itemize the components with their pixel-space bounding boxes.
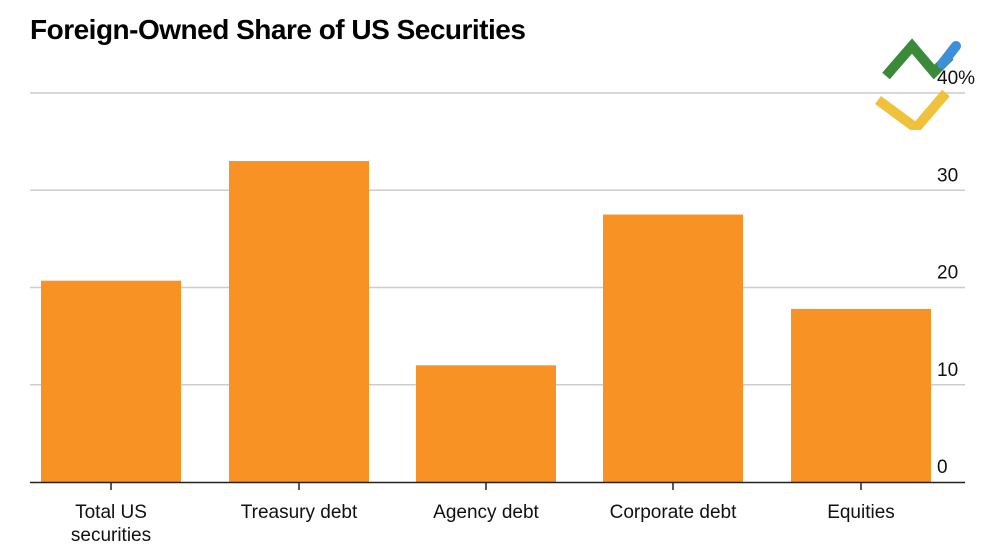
y-tick-label-30: 30 [937,165,958,186]
y-tick-label-20: 20 [937,263,958,284]
chart-title: Foreign-Owned Share of US Securities [30,14,526,45]
brand-logo-icon [875,38,961,130]
bar-2 [416,365,556,482]
bar-1 [229,161,369,482]
x-tick-label-1: Treasury debt [241,502,358,523]
y-tick-label-40: 40% [937,68,975,89]
y-tick-label-10: 10 [937,360,958,381]
bar-0 [41,280,181,482]
logo-yellow-chevron [875,89,950,130]
y-axis-ticks: 0 10 20 30 40% [937,68,975,478]
bars [41,161,931,482]
logo-blue-stroke [937,41,961,69]
y-tick-label-0: 0 [937,457,948,478]
x-tick-label-2: Agency debt [433,502,539,523]
x-axis-labels: Total US securities Treasury debt Agency de… [71,502,895,545]
x-tick-label-0: Total US securities [71,502,151,545]
x-axis [30,481,965,490]
bar-4 [791,308,931,482]
bar-3 [603,214,743,482]
x-tick-label-4: Equities [827,502,895,523]
x-tick-label-3: Corporate debt [610,502,737,523]
